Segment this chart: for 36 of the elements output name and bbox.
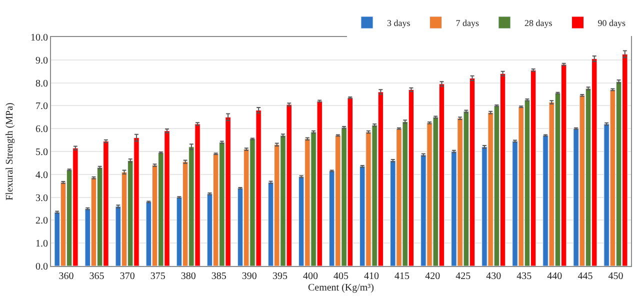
y-tick-label: 10.0 bbox=[30, 32, 48, 44]
y-tick-label: 9.0 bbox=[36, 55, 48, 66]
x-tick-label: 380 bbox=[180, 271, 196, 282]
x-tick-label: 430 bbox=[486, 271, 502, 282]
y-tick-label: 0.0 bbox=[36, 262, 48, 272]
y-tick-label: 6.0 bbox=[36, 124, 48, 136]
y-tick-label: 3.0 bbox=[36, 192, 48, 204]
x-tick-label: 435 bbox=[516, 271, 532, 282]
y-tick-label: 5.0 bbox=[36, 147, 48, 158]
y-axis-title: Flexural Strength (MPa) bbox=[4, 102, 16, 200]
x-tick-label: 400 bbox=[302, 271, 318, 282]
y-tick-label: 4.0 bbox=[36, 170, 48, 181]
x-axis-title: Cement (Kg/m³) bbox=[308, 282, 374, 294]
x-tick-label: 375 bbox=[150, 271, 166, 282]
y-tick-label: 8.0 bbox=[36, 78, 48, 90]
x-tick-label: 390 bbox=[242, 271, 257, 282]
y-tick-label: 1.0 bbox=[36, 238, 48, 250]
x-tick-label: 405 bbox=[334, 271, 348, 282]
x-tick-label: 415 bbox=[394, 271, 410, 282]
x-tick-label: 385 bbox=[211, 271, 226, 282]
legend-label: 90 days bbox=[598, 18, 626, 28]
x-tick-label: 450 bbox=[608, 271, 624, 282]
legend-label: 28 days bbox=[524, 18, 553, 28]
x-tick-label: 420 bbox=[425, 271, 440, 282]
x-tick-label: 370 bbox=[120, 271, 135, 282]
legend-label: 3 days bbox=[387, 18, 411, 28]
x-tick-label: 440 bbox=[547, 271, 562, 282]
legend-label: 7 days bbox=[456, 18, 480, 28]
x-tick-label: 425 bbox=[456, 271, 471, 282]
x-tick-label: 410 bbox=[364, 271, 380, 282]
y-tick-label: 7.0 bbox=[36, 101, 48, 112]
x-tick-label: 360 bbox=[58, 271, 74, 282]
y-tick-label: 2.0 bbox=[36, 216, 48, 227]
x-tick-label: 395 bbox=[272, 271, 288, 282]
x-tick-label: 445 bbox=[578, 271, 593, 282]
x-tick-label: 365 bbox=[89, 271, 104, 282]
